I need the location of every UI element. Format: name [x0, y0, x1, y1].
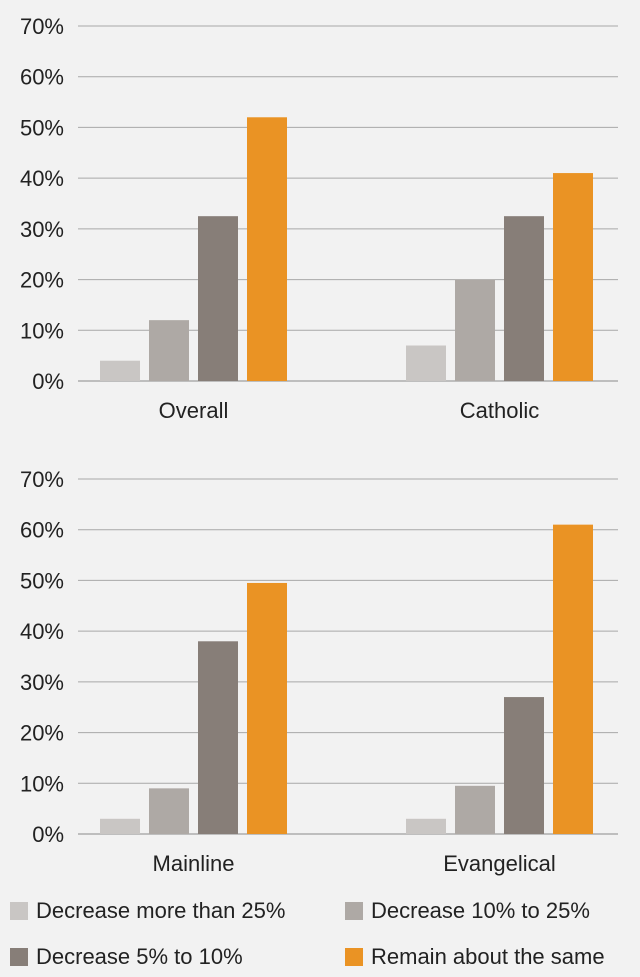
legend-item-remain-about-the-same: Remain about the same: [345, 944, 640, 970]
legend-swatch: [10, 902, 28, 920]
y-tick-label: 0%: [32, 369, 64, 394]
y-tick-label: 20%: [20, 721, 64, 746]
bar: [504, 216, 544, 381]
y-tick-label: 0%: [32, 822, 64, 847]
chart-panels: 0% 10% 20% 30% 40% 50% 60% 70% Overall Catholic 0%…: [20, 14, 618, 876]
x-category-label: Mainline: [153, 851, 235, 876]
y-tick-label: 50%: [20, 115, 64, 140]
y-tick-label: 30%: [20, 670, 64, 695]
x-category-label: Evangelical: [443, 851, 556, 876]
y-tick-label: 20%: [20, 268, 64, 293]
x-category-label: Catholic: [460, 398, 539, 423]
bar: [553, 173, 593, 381]
legend-label: Remain about the same: [371, 944, 605, 969]
legend-label: Decrease more than 25%: [36, 898, 286, 923]
bar: [149, 788, 189, 834]
legend-item-decrease-10-to-25: Decrease 10% to 25%: [345, 898, 640, 924]
legend-label: Decrease 10% to 25%: [371, 898, 590, 923]
legend: Decrease more than 25% Decrease 10% to 2…: [10, 898, 640, 970]
bar: [247, 117, 287, 382]
bar: [198, 641, 238, 834]
bar: [198, 216, 238, 381]
y-tick-label: 50%: [20, 568, 64, 593]
bar: [455, 785, 495, 834]
y-tick-label: 70%: [20, 14, 64, 39]
bar: [149, 320, 189, 381]
legend-swatch: [345, 948, 363, 966]
bar: [406, 818, 446, 834]
bar: [504, 697, 544, 834]
bar: [406, 345, 446, 381]
legend-item-decrease-5-to-10: Decrease 5% to 10%: [10, 944, 345, 970]
y-tick-label: 40%: [20, 619, 64, 644]
bar: [553, 524, 593, 834]
y-tick-label: 30%: [20, 217, 64, 242]
bar: [455, 279, 495, 381]
y-tick-label: 60%: [20, 518, 64, 543]
legend-swatch: [345, 902, 363, 920]
bar: [247, 582, 287, 834]
x-category-label: Overall: [159, 398, 229, 423]
y-tick-label: 40%: [20, 166, 64, 191]
y-tick-label: 10%: [20, 771, 64, 796]
legend-swatch: [10, 948, 28, 966]
bar: [100, 360, 140, 381]
y-tick-label: 60%: [20, 65, 64, 90]
y-tick-label: 70%: [20, 467, 64, 492]
y-tick-label: 10%: [20, 318, 64, 343]
bar: [100, 818, 140, 834]
legend-label: Decrease 5% to 10%: [36, 944, 243, 969]
legend-item-decrease-more-than-25: Decrease more than 25%: [10, 898, 345, 924]
